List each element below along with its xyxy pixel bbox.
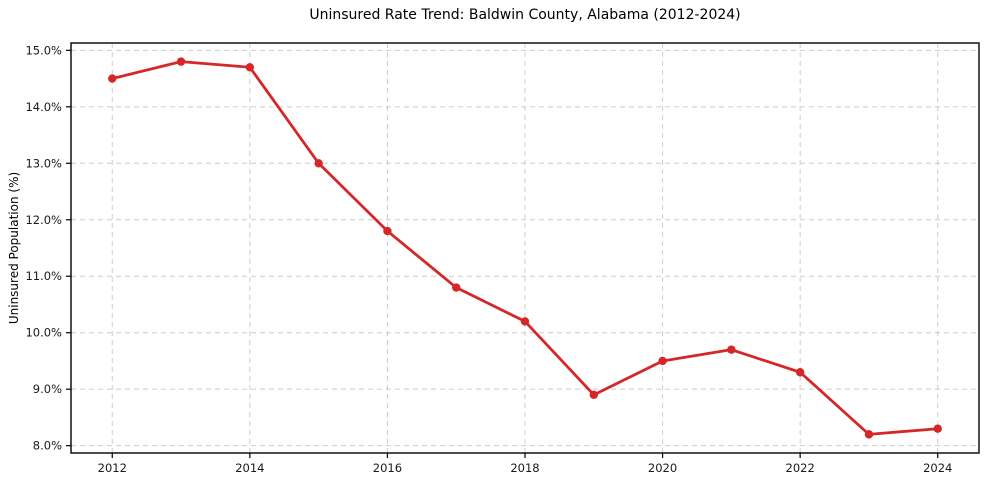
y-tick-label: 8.0% bbox=[33, 439, 62, 453]
data-point bbox=[864, 430, 874, 439]
y-tick-label: 11.0% bbox=[25, 269, 62, 283]
data-point bbox=[383, 226, 392, 236]
plot-border bbox=[70, 42, 980, 454]
data-point bbox=[933, 424, 942, 433]
data-point bbox=[245, 63, 255, 72]
data-point bbox=[520, 317, 530, 326]
data-point bbox=[108, 74, 117, 83]
x-tick-label: 2024 bbox=[923, 461, 952, 475]
y-axis-label: Uninsured Population (%) bbox=[7, 171, 21, 325]
data-point bbox=[727, 345, 736, 354]
y-tick-label: 9.0% bbox=[33, 382, 62, 396]
x-tick-label: 2020 bbox=[648, 461, 677, 475]
y-tick-label: 14.0% bbox=[25, 100, 62, 114]
y-tick-label: 10.0% bbox=[25, 326, 62, 340]
data-point bbox=[795, 368, 805, 377]
data-point bbox=[452, 283, 461, 292]
x-tick-label: 2018 bbox=[510, 461, 539, 475]
y-tick-label: 13.0% bbox=[25, 156, 62, 170]
y-tick-label: 12.0% bbox=[25, 213, 62, 227]
x-tick-label: 2014 bbox=[235, 461, 264, 475]
x-tick-label: 2016 bbox=[373, 461, 402, 475]
data-point bbox=[589, 390, 598, 400]
chart-title: Uninsured Rate Trend: Baldwin County, Al… bbox=[309, 7, 741, 23]
x-tick-label: 2012 bbox=[98, 461, 127, 475]
data-point bbox=[176, 57, 186, 66]
data-point bbox=[658, 356, 667, 366]
data-point bbox=[314, 159, 323, 168]
y-tick-label: 15.0% bbox=[25, 43, 62, 57]
x-tick-label: 2022 bbox=[786, 461, 815, 475]
